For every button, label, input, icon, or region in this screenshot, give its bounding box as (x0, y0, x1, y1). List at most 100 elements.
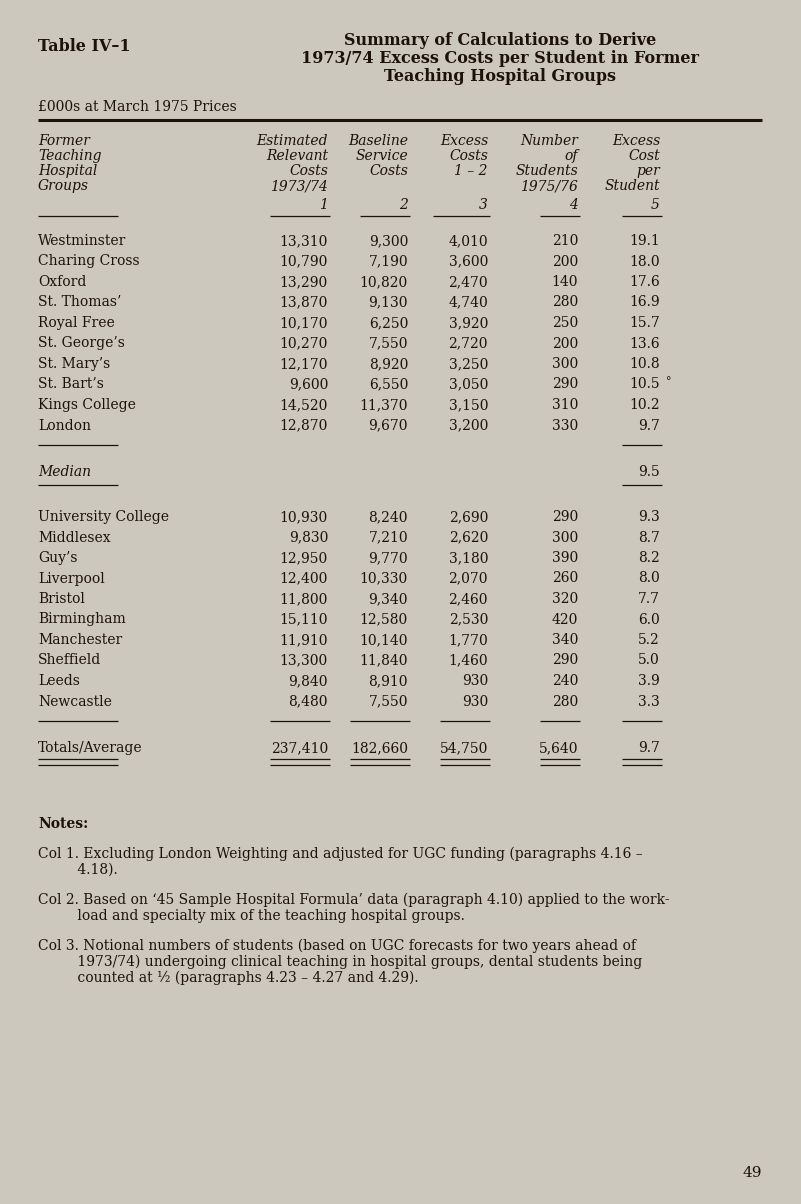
Text: 210: 210 (552, 234, 578, 248)
Text: Royal Free: Royal Free (38, 315, 115, 330)
Text: load and specialty mix of the teaching hospital groups.: load and specialty mix of the teaching h… (38, 909, 465, 923)
Text: 300: 300 (552, 531, 578, 544)
Text: Totals/Average: Totals/Average (38, 740, 143, 755)
Text: 2,470: 2,470 (449, 275, 488, 289)
Text: 10,170: 10,170 (280, 315, 328, 330)
Text: 9,830: 9,830 (288, 531, 328, 544)
Text: 260: 260 (552, 572, 578, 585)
Text: 11,370: 11,370 (360, 399, 408, 412)
Text: Former: Former (38, 134, 90, 148)
Text: 2,690: 2,690 (449, 510, 488, 524)
Text: 10.5: 10.5 (630, 378, 660, 391)
Text: 17.6: 17.6 (630, 275, 660, 289)
Text: 7.7: 7.7 (638, 592, 660, 606)
Text: 8.0: 8.0 (638, 572, 660, 585)
Text: 10,140: 10,140 (360, 633, 408, 647)
Text: 3,250: 3,250 (449, 358, 488, 371)
Text: 9,840: 9,840 (288, 674, 328, 687)
Text: 9.3: 9.3 (638, 510, 660, 524)
Text: St. Thomas’: St. Thomas’ (38, 295, 122, 309)
Text: 930: 930 (461, 674, 488, 687)
Text: 10,820: 10,820 (360, 275, 408, 289)
Text: 420: 420 (552, 613, 578, 626)
Text: 3,050: 3,050 (449, 378, 488, 391)
Text: 19.1: 19.1 (630, 234, 660, 248)
Text: Manchester: Manchester (38, 633, 123, 647)
Text: Col 2. Based on ‘45 Sample Hospital Formula’ data (paragraph 4.10) applied to th: Col 2. Based on ‘45 Sample Hospital Form… (38, 893, 670, 908)
Text: 6,250: 6,250 (368, 315, 408, 330)
Text: Notes:: Notes: (38, 818, 88, 831)
Text: Service: Service (356, 149, 408, 163)
Text: Number: Number (520, 134, 578, 148)
Text: 1 – 2: 1 – 2 (454, 164, 488, 178)
Text: 7,210: 7,210 (368, 531, 408, 544)
Text: 18.0: 18.0 (630, 254, 660, 268)
Text: 54,750: 54,750 (440, 740, 488, 755)
Text: Excess: Excess (612, 134, 660, 148)
Text: 9,670: 9,670 (368, 419, 408, 432)
Text: Westminster: Westminster (38, 234, 127, 248)
Text: Oxford: Oxford (38, 275, 87, 289)
Text: °: ° (666, 378, 671, 388)
Text: 5,640: 5,640 (538, 740, 578, 755)
Text: 9,340: 9,340 (368, 592, 408, 606)
Text: 280: 280 (552, 295, 578, 309)
Text: 300: 300 (552, 358, 578, 371)
Text: 12,870: 12,870 (280, 419, 328, 432)
Text: 12,400: 12,400 (280, 572, 328, 585)
Text: 8.7: 8.7 (638, 531, 660, 544)
Text: Cost: Cost (628, 149, 660, 163)
Text: 320: 320 (552, 592, 578, 606)
Text: 3: 3 (479, 197, 488, 212)
Text: Liverpool: Liverpool (38, 572, 105, 585)
Text: 9,770: 9,770 (368, 551, 408, 565)
Text: 9,130: 9,130 (368, 295, 408, 309)
Text: 1973/74) undergoing clinical teaching in hospital groups, dental students being: 1973/74) undergoing clinical teaching in… (38, 955, 642, 969)
Text: 390: 390 (552, 551, 578, 565)
Text: 9.5: 9.5 (638, 465, 660, 479)
Text: 2: 2 (399, 197, 408, 212)
Text: 200: 200 (552, 254, 578, 268)
Text: 3,200: 3,200 (449, 419, 488, 432)
Text: London: London (38, 419, 91, 432)
Text: Groups: Groups (38, 179, 89, 193)
Text: 2,620: 2,620 (449, 531, 488, 544)
Text: 14,520: 14,520 (280, 399, 328, 412)
Text: 3,920: 3,920 (449, 315, 488, 330)
Text: Leeds: Leeds (38, 674, 80, 687)
Text: 1973/74 Excess Costs per Student in Former: 1973/74 Excess Costs per Student in Form… (301, 51, 699, 67)
Text: Kings College: Kings College (38, 399, 136, 412)
Text: 290: 290 (552, 378, 578, 391)
Text: 1: 1 (319, 197, 328, 212)
Text: 9.7: 9.7 (638, 419, 660, 432)
Text: Bristol: Bristol (38, 592, 85, 606)
Text: 182,660: 182,660 (351, 740, 408, 755)
Text: 12,170: 12,170 (280, 358, 328, 371)
Text: 5.0: 5.0 (638, 654, 660, 667)
Text: 2,070: 2,070 (449, 572, 488, 585)
Text: 1973/74: 1973/74 (270, 179, 328, 193)
Text: 11,800: 11,800 (280, 592, 328, 606)
Text: 1,770: 1,770 (449, 633, 488, 647)
Text: Col 3. Notional numbers of students (based on UGC forecasts for two years ahead : Col 3. Notional numbers of students (bas… (38, 939, 636, 954)
Text: 1975/76: 1975/76 (520, 179, 578, 193)
Text: 250: 250 (552, 315, 578, 330)
Text: 140: 140 (552, 275, 578, 289)
Text: 10,270: 10,270 (280, 336, 328, 350)
Text: 15,110: 15,110 (280, 613, 328, 626)
Text: counted at ½ (paragraphs 4.23 – 4.27 and 4.29).: counted at ½ (paragraphs 4.23 – 4.27 and… (38, 970, 419, 985)
Text: Teaching Hospital Groups: Teaching Hospital Groups (384, 67, 616, 85)
Text: Estimated: Estimated (256, 134, 328, 148)
Text: 15.7: 15.7 (630, 315, 660, 330)
Text: 10,930: 10,930 (280, 510, 328, 524)
Text: Student: Student (605, 179, 660, 193)
Text: 4,740: 4,740 (449, 295, 488, 309)
Text: St. Mary’s: St. Mary’s (38, 358, 111, 371)
Text: 13.6: 13.6 (630, 336, 660, 350)
Text: 8,920: 8,920 (368, 358, 408, 371)
Text: St. Bart’s: St. Bart’s (38, 378, 104, 391)
Text: 12,950: 12,950 (280, 551, 328, 565)
Text: 5.2: 5.2 (638, 633, 660, 647)
Text: 200: 200 (552, 336, 578, 350)
Text: 237,410: 237,410 (271, 740, 328, 755)
